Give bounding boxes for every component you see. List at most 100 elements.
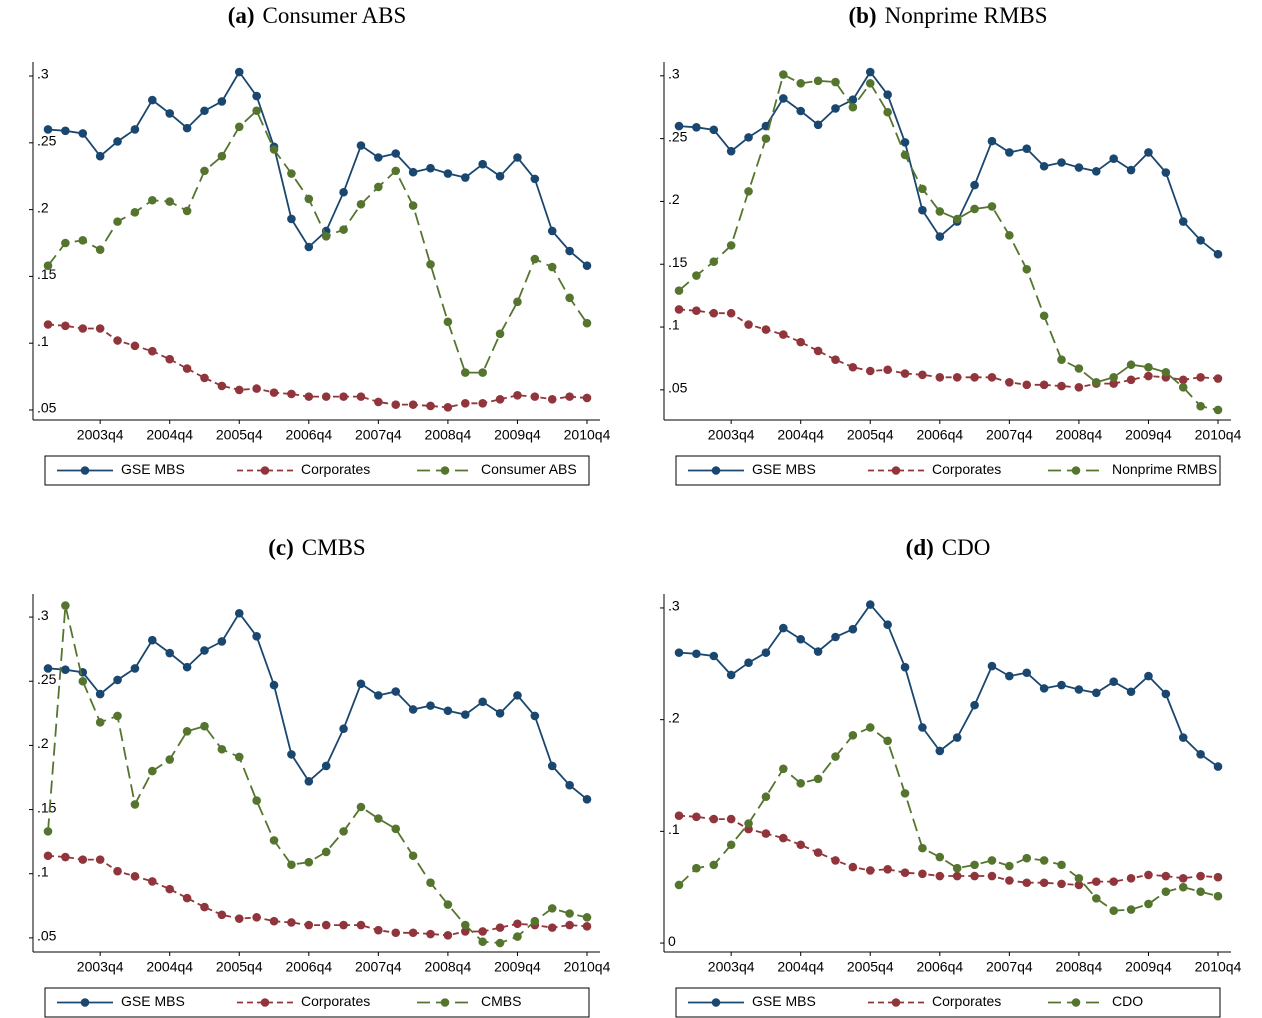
data-point xyxy=(408,167,418,177)
data-point xyxy=(813,848,823,857)
data-point xyxy=(761,325,771,334)
data-point xyxy=(935,372,945,382)
legend-label: CMBS xyxy=(481,993,521,1009)
series-line xyxy=(678,603,1219,768)
data-point xyxy=(1074,364,1084,373)
data-point xyxy=(987,856,997,865)
data-point xyxy=(356,141,366,150)
data-point xyxy=(1091,378,1101,387)
data-point xyxy=(674,286,684,295)
x-tick-label: 2003q4 xyxy=(708,959,755,975)
x-tick-label: 2003q4 xyxy=(77,959,124,975)
data-point xyxy=(1213,249,1223,259)
data-point xyxy=(970,871,979,881)
data-point xyxy=(200,373,209,383)
data-point xyxy=(779,94,788,103)
data-point xyxy=(148,635,157,645)
data-point xyxy=(478,159,487,169)
data-point xyxy=(831,856,840,865)
panel-label: (c) xyxy=(268,535,294,560)
data-point xyxy=(113,137,122,146)
data-point xyxy=(1022,264,1032,274)
data-point xyxy=(304,857,314,867)
data-point xyxy=(165,109,175,118)
data-point xyxy=(848,862,858,872)
x-tick-label: 2009q4 xyxy=(494,959,541,975)
legend-label: GSE MBS xyxy=(752,993,816,1009)
data-point xyxy=(547,761,557,771)
data-point xyxy=(113,711,122,721)
data-point xyxy=(460,399,470,408)
data-point xyxy=(426,701,435,710)
y-tick-label: .05 xyxy=(37,400,57,416)
data-point xyxy=(674,648,684,657)
data-point xyxy=(304,194,314,204)
data-point xyxy=(1161,871,1171,881)
data-point xyxy=(692,649,701,659)
data-point xyxy=(692,812,701,822)
data-point xyxy=(1126,905,1136,914)
data-point xyxy=(1091,894,1101,903)
data-point xyxy=(692,306,701,316)
legend-marker xyxy=(260,466,270,475)
data-point xyxy=(709,814,719,824)
data-point xyxy=(1039,380,1049,390)
data-point xyxy=(970,180,979,190)
legend-label: Corporates xyxy=(301,461,370,477)
data-point xyxy=(287,169,296,178)
data-point xyxy=(565,293,574,303)
y-tick-label: .1 xyxy=(37,333,49,349)
data-point xyxy=(217,910,227,920)
data-point xyxy=(130,800,140,809)
x-tick-label: 2004q4 xyxy=(146,959,193,975)
y-tick-label: .3 xyxy=(37,607,49,623)
y-tick-label: 0 xyxy=(668,933,676,949)
data-point xyxy=(408,705,418,714)
data-point xyxy=(426,260,435,269)
legend-box xyxy=(44,455,590,486)
series-line xyxy=(47,109,588,374)
panel-label: (a) xyxy=(228,3,255,28)
data-point xyxy=(918,205,927,215)
data-point xyxy=(865,67,875,77)
data-point xyxy=(935,871,945,881)
data-point xyxy=(848,731,858,740)
data-point xyxy=(1196,401,1205,411)
data-point xyxy=(900,138,910,147)
data-point xyxy=(61,126,70,136)
data-point xyxy=(408,928,418,938)
data-point xyxy=(1057,381,1066,391)
x-tick-label: 2010q4 xyxy=(564,959,611,975)
data-point xyxy=(813,346,823,356)
data-point xyxy=(513,390,522,400)
data-point xyxy=(1213,891,1223,901)
data-point xyxy=(582,318,592,328)
data-point xyxy=(478,697,487,707)
data-point xyxy=(234,752,244,762)
x-tick-label: 2007q4 xyxy=(355,959,402,975)
data-point xyxy=(987,372,997,382)
x-tick-label: 2008q4 xyxy=(425,427,472,443)
data-point xyxy=(952,214,962,224)
data-point xyxy=(1144,671,1153,681)
data-point xyxy=(1178,882,1188,892)
panel-title-text: Consumer ABS xyxy=(263,3,407,28)
data-point xyxy=(582,261,592,271)
x-tick-label: 2010q4 xyxy=(564,427,611,443)
data-point xyxy=(813,76,823,86)
data-point xyxy=(443,900,453,909)
data-point xyxy=(865,866,875,875)
legend-label: Corporates xyxy=(932,461,1001,477)
data-point xyxy=(582,922,592,931)
data-point xyxy=(547,226,557,236)
y-tick-label: .05 xyxy=(668,380,688,396)
x-tick-label: 2005q4 xyxy=(847,959,894,975)
data-point xyxy=(692,123,701,132)
data-point xyxy=(1005,876,1014,885)
data-point xyxy=(987,136,997,146)
data-point xyxy=(391,166,401,176)
data-point xyxy=(1161,367,1171,377)
legend-label: Nonprime RMBS xyxy=(1112,461,1217,477)
data-point xyxy=(443,706,453,716)
data-point xyxy=(1057,879,1066,889)
